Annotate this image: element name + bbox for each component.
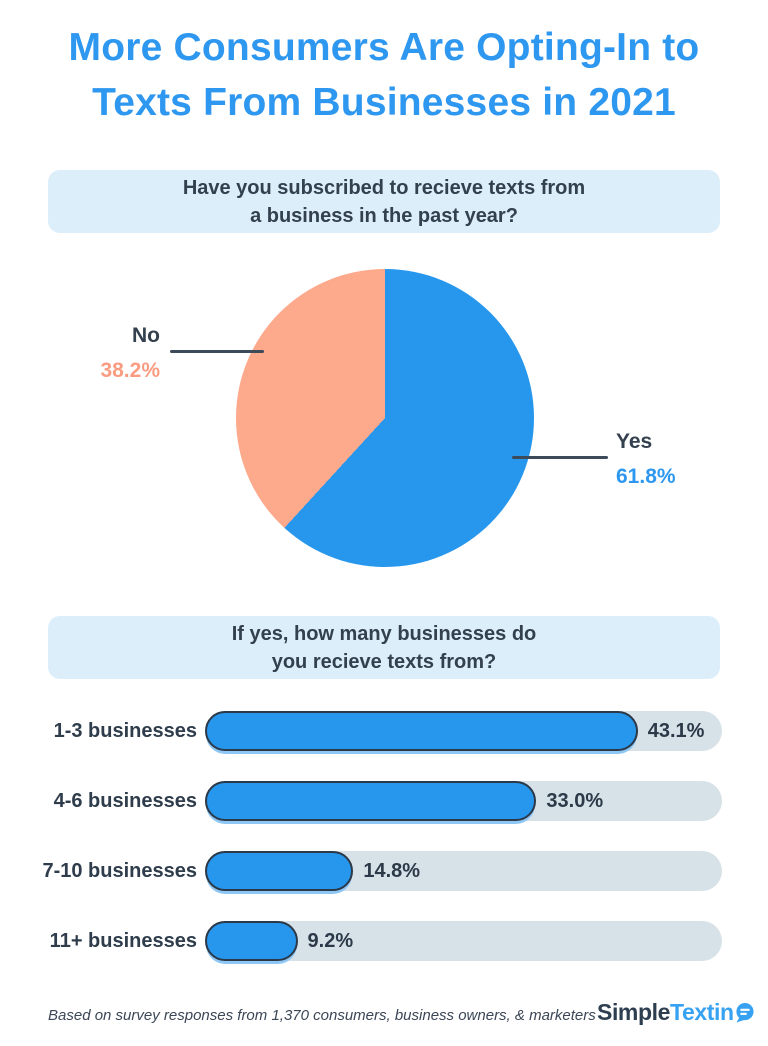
bar-fill — [205, 711, 638, 751]
pie-label-no-value: 38.2% — [100, 359, 160, 382]
logo-text-simple: Simple — [597, 999, 671, 1025]
leader-line-yes — [512, 456, 608, 459]
pie-label-no-name: No — [132, 324, 160, 347]
bar-track: 9.2% — [205, 921, 722, 961]
bar-category-label: 1-3 businesses — [53, 719, 197, 742]
page-title: More Consumers Are Opting-In to Texts Fr… — [68, 26, 700, 125]
bar-value-label: 14.8% — [363, 859, 421, 882]
bar-fill — [205, 921, 298, 961]
bar-category-label: 11+ businesses — [49, 929, 197, 952]
bar-value-label: 33.0% — [546, 789, 604, 812]
pie-chart — [236, 269, 534, 567]
bar-fill — [205, 781, 537, 821]
logo-text-textin: Textin — [670, 999, 734, 1025]
pie-label-yes-name: Yes — [616, 430, 653, 453]
survey-footnote: Based on survey responses from 1,370 con… — [48, 1007, 596, 1024]
bar-value-label: 43.1% — [647, 719, 705, 742]
simpletexting-logo: SimpleTextin — [597, 999, 754, 1026]
bar-row: 7-10 businesses 14.8% — [0, 851, 768, 891]
bar-category-label: 7-10 businesses — [42, 859, 197, 882]
question-box-bars: If yes, how many businesses do you recie… — [48, 616, 720, 679]
chat-bubble-icon — [736, 1003, 754, 1023]
bar-row: 1-3 businesses 43.1% — [0, 711, 768, 751]
bar-row: 11+ businesses 9.2% — [0, 921, 768, 961]
question-box-pie: Have you subscribed to recieve texts fro… — [48, 170, 720, 233]
pie-label-no: No 38.2% — [40, 324, 160, 383]
leader-line-no — [170, 350, 264, 353]
bar-track: 33.0% — [205, 781, 722, 821]
bar-chart: 1-3 businesses 43.1% 4-6 businesses 33.0… — [0, 711, 768, 991]
bar-category-label: 4-6 businesses — [53, 789, 197, 812]
bar-value-label: 9.2% — [307, 929, 354, 952]
pie-label-yes-value: 61.8% — [616, 465, 676, 488]
pie-label-yes: Yes 61.8% — [616, 430, 676, 489]
bar-track: 14.8% — [205, 851, 722, 891]
bar-track: 43.1% — [205, 711, 722, 751]
bar-row: 4-6 businesses 33.0% — [0, 781, 768, 821]
bar-fill — [205, 851, 354, 891]
